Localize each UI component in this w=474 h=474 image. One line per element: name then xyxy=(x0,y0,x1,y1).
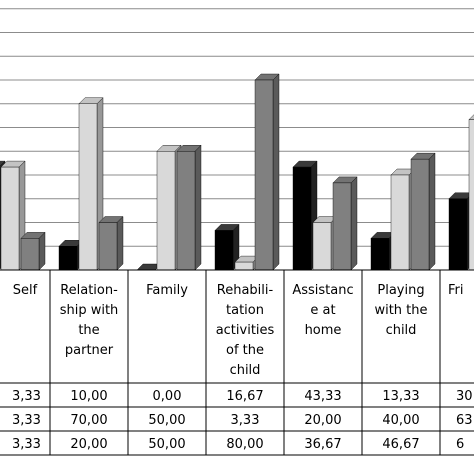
bar xyxy=(468,119,474,271)
bar xyxy=(254,79,274,271)
table-cell: 50,00 xyxy=(148,437,185,452)
bar xyxy=(370,238,390,271)
table-cell: 30 xyxy=(456,389,473,404)
table-cell: 10,00 xyxy=(70,389,107,404)
table-cell: 3,33 xyxy=(12,389,41,404)
category-label: Playing with the child xyxy=(374,283,428,338)
bar xyxy=(214,230,234,271)
table-cell: 20,00 xyxy=(70,437,107,452)
bar xyxy=(78,103,98,271)
table-cell: 3,33 xyxy=(12,437,41,452)
category-label: Family xyxy=(146,283,188,298)
bar xyxy=(448,198,468,271)
data-table xyxy=(0,270,474,458)
bar-side xyxy=(194,144,202,271)
bar xyxy=(98,222,118,271)
bar xyxy=(312,222,332,271)
bar xyxy=(234,261,254,271)
bar xyxy=(0,166,20,271)
category-label: Assistanc e at home xyxy=(292,283,354,338)
table-cell: 63 xyxy=(456,413,473,428)
bar-side xyxy=(350,176,358,271)
table-cell: 70,00 xyxy=(70,413,107,428)
table-cell: 36,67 xyxy=(304,437,341,452)
bar xyxy=(410,158,430,271)
bar xyxy=(176,151,196,271)
bar xyxy=(390,174,410,271)
table-cell: 13,33 xyxy=(382,389,419,404)
table-cell: 50,00 xyxy=(148,413,185,428)
table-cell: 40,00 xyxy=(382,413,419,428)
table-cell: 46,67 xyxy=(382,437,419,452)
category-label: Relation- ship with the partner xyxy=(59,283,119,358)
table-cell: 3,33 xyxy=(12,413,41,428)
bar xyxy=(20,238,40,271)
table-cell: 16,67 xyxy=(226,389,263,404)
bar-side xyxy=(428,152,436,271)
bar-side xyxy=(38,231,46,271)
table-cell: 3,33 xyxy=(231,413,260,428)
category-label: Fri xyxy=(448,283,464,298)
table-cell: 43,33 xyxy=(304,389,341,404)
category-label: Rehabili- tation activities of the child xyxy=(215,283,275,378)
table-cell: 0,00 xyxy=(153,389,182,404)
bar xyxy=(292,166,312,271)
bar xyxy=(156,151,176,271)
bar-side xyxy=(116,216,124,271)
bar-top xyxy=(468,114,474,120)
table-cell: 6 xyxy=(456,437,464,452)
bar-side xyxy=(272,73,280,271)
bar-top xyxy=(0,160,6,167)
bar xyxy=(58,246,78,271)
bar xyxy=(332,182,352,271)
table-cell: 80,00 xyxy=(226,437,263,452)
category-label: Self xyxy=(12,283,38,298)
table-cell: 20,00 xyxy=(304,413,341,428)
